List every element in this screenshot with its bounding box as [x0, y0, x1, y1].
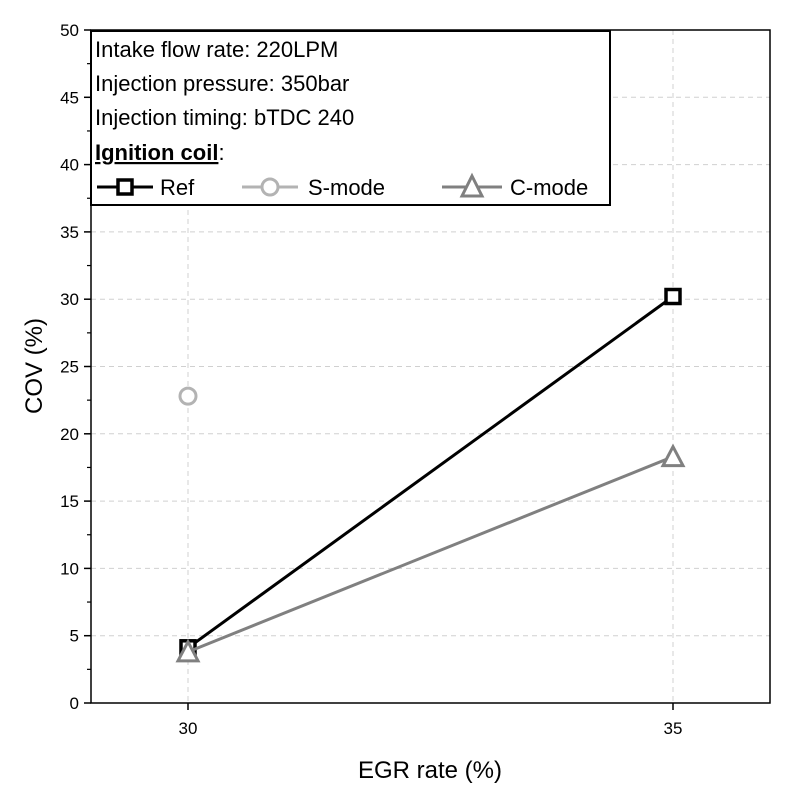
y-axis-title: COV (%): [21, 318, 48, 414]
series-line-c-mode: [187, 455, 674, 654]
legend-title-colon: :: [218, 140, 224, 165]
y-tick-label-15: 15: [60, 492, 79, 511]
y-tick-label-10: 10: [60, 559, 79, 578]
legend-entry-s-mode: S-mode: [242, 175, 385, 200]
y-tick-label-25: 25: [60, 358, 79, 377]
info-legend-box: Intake flow rate: 220LPM Injection press…: [90, 30, 611, 206]
legend-label-s-mode: S-mode: [308, 175, 385, 200]
y-tick-label-5: 5: [70, 627, 79, 646]
y-tick-label-40: 40: [60, 156, 79, 175]
legend-label-c-mode: C-mode: [510, 175, 588, 200]
legend-entry-c-mode: C-mode: [442, 172, 588, 200]
legend-title-line: Ignition coil:: [95, 140, 225, 165]
y-tick-label-45: 45: [60, 88, 79, 107]
legend-marker-ref: [116, 178, 134, 196]
legend-marker-s-mode: [260, 177, 280, 197]
y-tick-label-30: 30: [60, 290, 79, 309]
info-line-pressure: Injection pressure: 350bar: [95, 71, 349, 96]
point-s-mode-30: [178, 386, 198, 406]
x-tick-label-35: 35: [664, 719, 683, 738]
legend-frame: [90, 30, 611, 206]
series-layer: [175, 287, 686, 663]
legend-entry-ref: Ref: [97, 175, 195, 200]
info-line-timing: Injection timing: bTDC 240: [95, 105, 354, 130]
info-line-intake: Intake flow rate: 220LPM: [95, 37, 338, 62]
legend-title: Ignition coil: [95, 140, 218, 165]
point-ref-35: [664, 287, 682, 306]
point-c-mode-30: [175, 638, 201, 663]
y-tick-label-35: 35: [60, 223, 79, 242]
y-tick-label-50: 50: [60, 21, 79, 40]
legend-marker-c-mode: [459, 172, 485, 198]
y-tick-label-0: 0: [70, 694, 79, 713]
point-c-mode-35: [660, 443, 686, 468]
series-line-ref: [187, 295, 674, 650]
x-tick-label-30: 30: [179, 719, 198, 738]
legend-label-ref: Ref: [160, 175, 195, 200]
x-axis-title: EGR rate (%): [358, 757, 502, 784]
y-tick-label-20: 20: [60, 425, 79, 444]
